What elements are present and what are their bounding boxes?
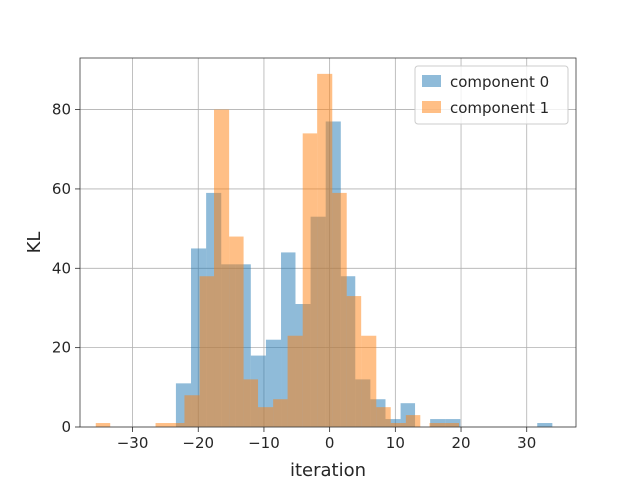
y-tick-label: 20 (52, 339, 71, 357)
plot-frame (79, 57, 577, 428)
histogram-bar (302, 133, 318, 428)
histogram-bar (170, 423, 185, 427)
y-axis-ticks: 0 20 40 60 80 (52, 101, 80, 436)
legend: component 0 component 1 (414, 65, 569, 125)
histogram-bar (361, 335, 377, 427)
x-axis-ticks: −30 −20 −10 0 10 20 30 (117, 427, 536, 452)
x-tick-label: 30 (517, 434, 536, 452)
legend-swatch (422, 101, 441, 113)
y-axis-label: KL (24, 232, 45, 254)
histogram-bar (537, 423, 553, 427)
y-tick-label: 40 (52, 259, 71, 277)
histogram-bar (199, 276, 215, 427)
histogram-bar (346, 296, 362, 427)
histogram-bar (332, 192, 347, 427)
x-tick-label: 0 (325, 434, 335, 452)
legend-box (414, 65, 569, 125)
x-tick-label: −20 (182, 434, 214, 452)
histogram-bar (229, 236, 244, 427)
y-tick-label: 80 (52, 101, 71, 119)
histogram-bar (444, 423, 460, 427)
histogram-bar (95, 423, 111, 427)
histogram-bar (243, 379, 259, 427)
histogram-bar (317, 73, 333, 427)
x-tick-label: 20 (451, 434, 470, 452)
series-1-bars (95, 73, 460, 428)
histogram-bar (390, 423, 406, 427)
histogram-bar (287, 335, 303, 427)
histogram-bar (155, 423, 171, 427)
x-tick-label: 10 (386, 434, 405, 452)
y-tick-label: 0 (61, 418, 71, 436)
legend-label: component 0 (450, 73, 549, 91)
x-tick-label: −30 (117, 434, 149, 452)
histogram-bar (273, 399, 288, 427)
histogram-bar (258, 407, 274, 427)
histogram-bar (376, 407, 391, 427)
legend-label: component 1 (450, 99, 549, 117)
y-tick-label: 60 (52, 180, 71, 198)
histogram-bar (214, 109, 230, 428)
histogram-bar (429, 423, 445, 427)
legend-swatch (422, 75, 441, 87)
histogram-bar (184, 395, 200, 427)
x-axis-label: iteration (290, 460, 366, 480)
x-tick-label: −10 (248, 434, 280, 452)
histogram-bars (95, 73, 553, 428)
histogram-bar (405, 415, 421, 427)
